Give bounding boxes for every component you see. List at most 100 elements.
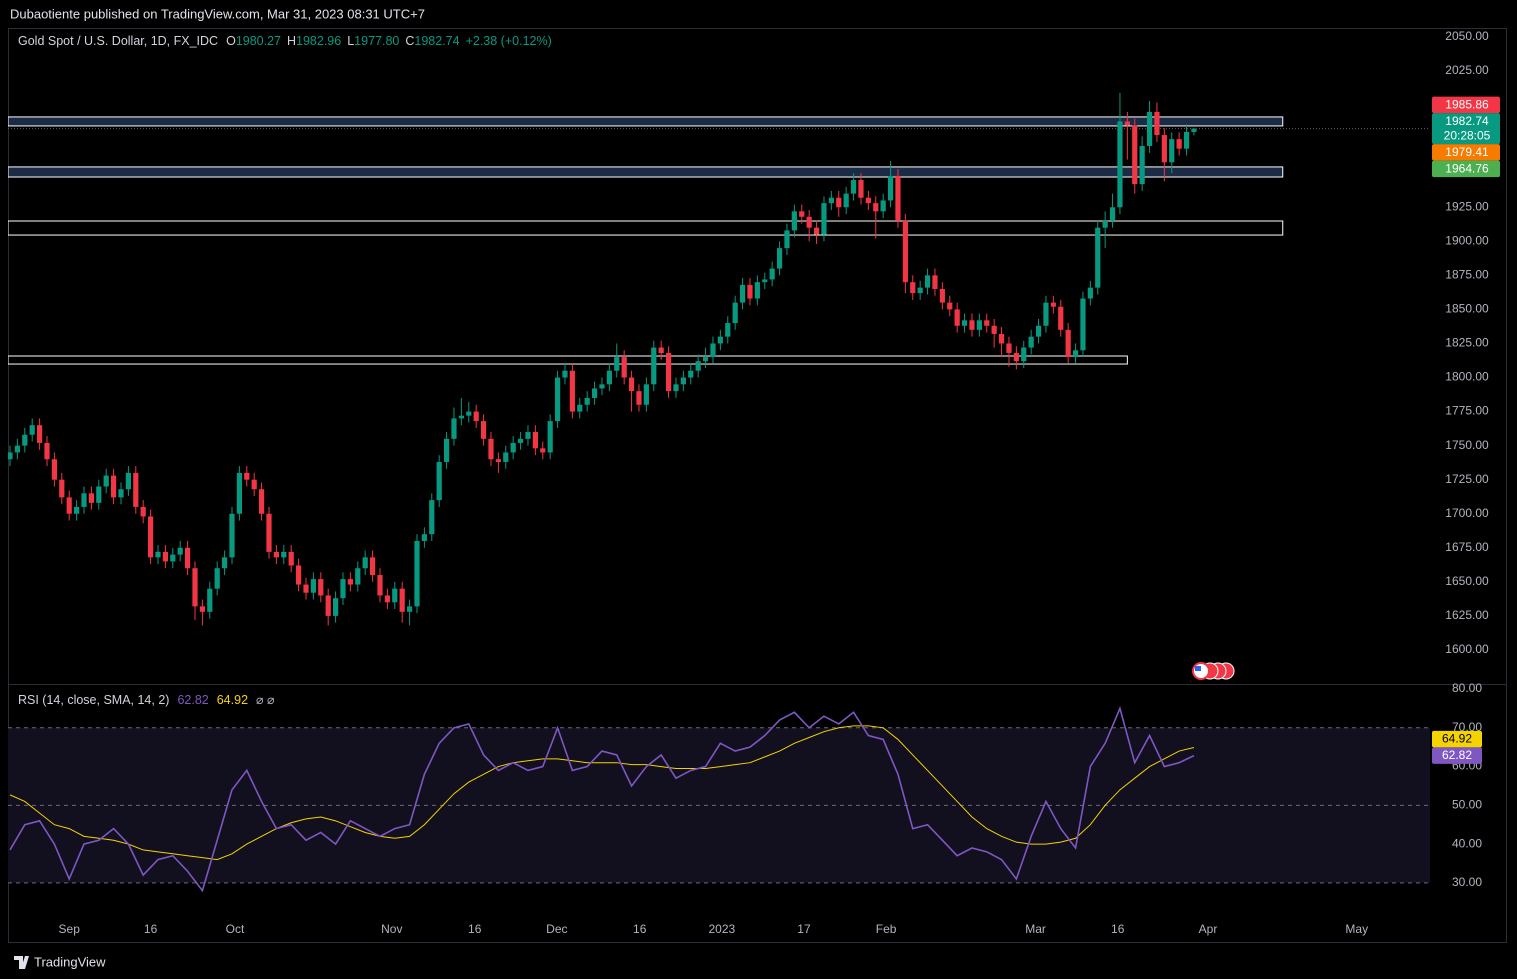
x-tick-label: May <box>1345 922 1368 936</box>
candle-body <box>873 203 879 212</box>
candle-body <box>236 472 242 514</box>
candle-body <box>125 472 131 490</box>
candle-body <box>66 497 72 514</box>
candle-body <box>96 486 102 503</box>
candle-body <box>1132 125 1138 185</box>
candle-body <box>710 343 716 358</box>
candle-body <box>843 193 849 208</box>
value-tag-label: 62.82 <box>1442 748 1472 762</box>
candle-body <box>917 287 923 294</box>
price-tag-countdown: 20:28:05 <box>1444 128 1491 142</box>
candle-body <box>244 472 250 480</box>
y-tick-label: 30.00 <box>1452 875 1482 889</box>
y-tick-label: 1925.00 <box>1445 199 1489 213</box>
sma-line <box>9 725 1195 861</box>
candle-body <box>1035 325 1042 337</box>
candle-body <box>621 357 627 378</box>
candle-body <box>369 557 376 576</box>
brand-text: TradingView <box>34 954 106 969</box>
candle-body <box>81 493 87 507</box>
candle-body <box>44 442 50 460</box>
x-tick-label: Feb <box>876 922 897 936</box>
candle-body <box>1169 139 1175 163</box>
legend-key: L <box>347 34 354 48</box>
x-tick-label: Nov <box>381 922 402 936</box>
candle-body <box>251 479 257 490</box>
candle-body <box>947 302 953 310</box>
price-tag-label: 1982.74 <box>1445 114 1489 128</box>
candle-body <box>658 347 664 354</box>
candle-body <box>776 248 783 269</box>
legend-key: O <box>226 34 236 48</box>
candle-body <box>850 180 857 194</box>
candle-body <box>680 377 686 385</box>
y-tick-label: 1600.00 <box>1445 642 1489 656</box>
candle-body <box>414 540 420 607</box>
candle-body <box>36 425 43 443</box>
candle-body <box>214 568 220 589</box>
rsi-pane <box>8 705 1430 893</box>
candle-body <box>1109 207 1116 221</box>
event-icons <box>1192 662 1235 680</box>
candle-body <box>1117 121 1123 208</box>
candle-body <box>1065 329 1071 358</box>
candle-body <box>984 320 990 326</box>
candle-body <box>828 197 834 204</box>
candle-body <box>140 506 146 517</box>
candle-body <box>858 180 864 198</box>
candle-body <box>910 282 916 294</box>
candle-body <box>266 513 272 552</box>
candle-body <box>769 268 775 280</box>
candle-body <box>399 588 405 612</box>
candle-body <box>902 220 908 283</box>
y-tick-label: 1625.00 <box>1445 608 1489 622</box>
candle-body <box>525 432 531 439</box>
legend-title: Gold Spot / U.S. Dollar, 1D, FX_IDC <box>18 34 218 48</box>
candle-body <box>784 230 790 249</box>
x-tick-label: 16 <box>633 922 647 936</box>
price-tag <box>1432 160 1500 178</box>
legend-change: +2.38 (+0.12%) <box>466 34 552 48</box>
candle-body <box>673 384 679 392</box>
candle-body <box>133 472 139 507</box>
candle-body <box>347 579 353 585</box>
candle-body <box>725 323 731 337</box>
candle-body <box>554 377 561 422</box>
candle-body <box>939 288 945 303</box>
candle-body <box>1146 111 1153 146</box>
candle-body <box>473 411 479 422</box>
rsi-line <box>9 705 1195 893</box>
legend-value: 1980.27 <box>236 34 281 48</box>
candle-body <box>1124 121 1130 126</box>
candle-body <box>355 568 361 585</box>
candle-body <box>976 320 982 330</box>
candle-body <box>503 452 509 462</box>
price-tag-label: 1964.76 <box>1445 161 1489 175</box>
candle-body <box>651 347 657 385</box>
candle-body <box>584 397 590 405</box>
frame <box>8 28 1507 943</box>
x-tick-label: Apr <box>1199 922 1218 936</box>
candle-body <box>318 579 324 596</box>
candle-body <box>969 320 975 330</box>
zone <box>8 355 1128 365</box>
legend-value: 1977.80 <box>354 34 399 48</box>
candle-body <box>8 452 13 460</box>
legend-value: 62.82 <box>177 693 208 707</box>
candle-body <box>384 595 390 603</box>
y-tick-label: 1825.00 <box>1445 336 1489 350</box>
x-tick-label: 16 <box>1111 922 1125 936</box>
candle-body <box>325 595 331 616</box>
candle-body <box>665 353 672 392</box>
candle-body <box>192 568 198 607</box>
candle-body <box>717 336 723 344</box>
candle-body <box>591 388 598 398</box>
candle-body <box>1050 302 1056 307</box>
candle-body <box>495 459 501 462</box>
candle-body <box>1080 298 1086 351</box>
y-tick-label: 1900.00 <box>1445 233 1489 247</box>
legend-value: 64.92 <box>217 693 248 707</box>
price-tag <box>1432 96 1500 114</box>
candle-body <box>177 547 183 555</box>
